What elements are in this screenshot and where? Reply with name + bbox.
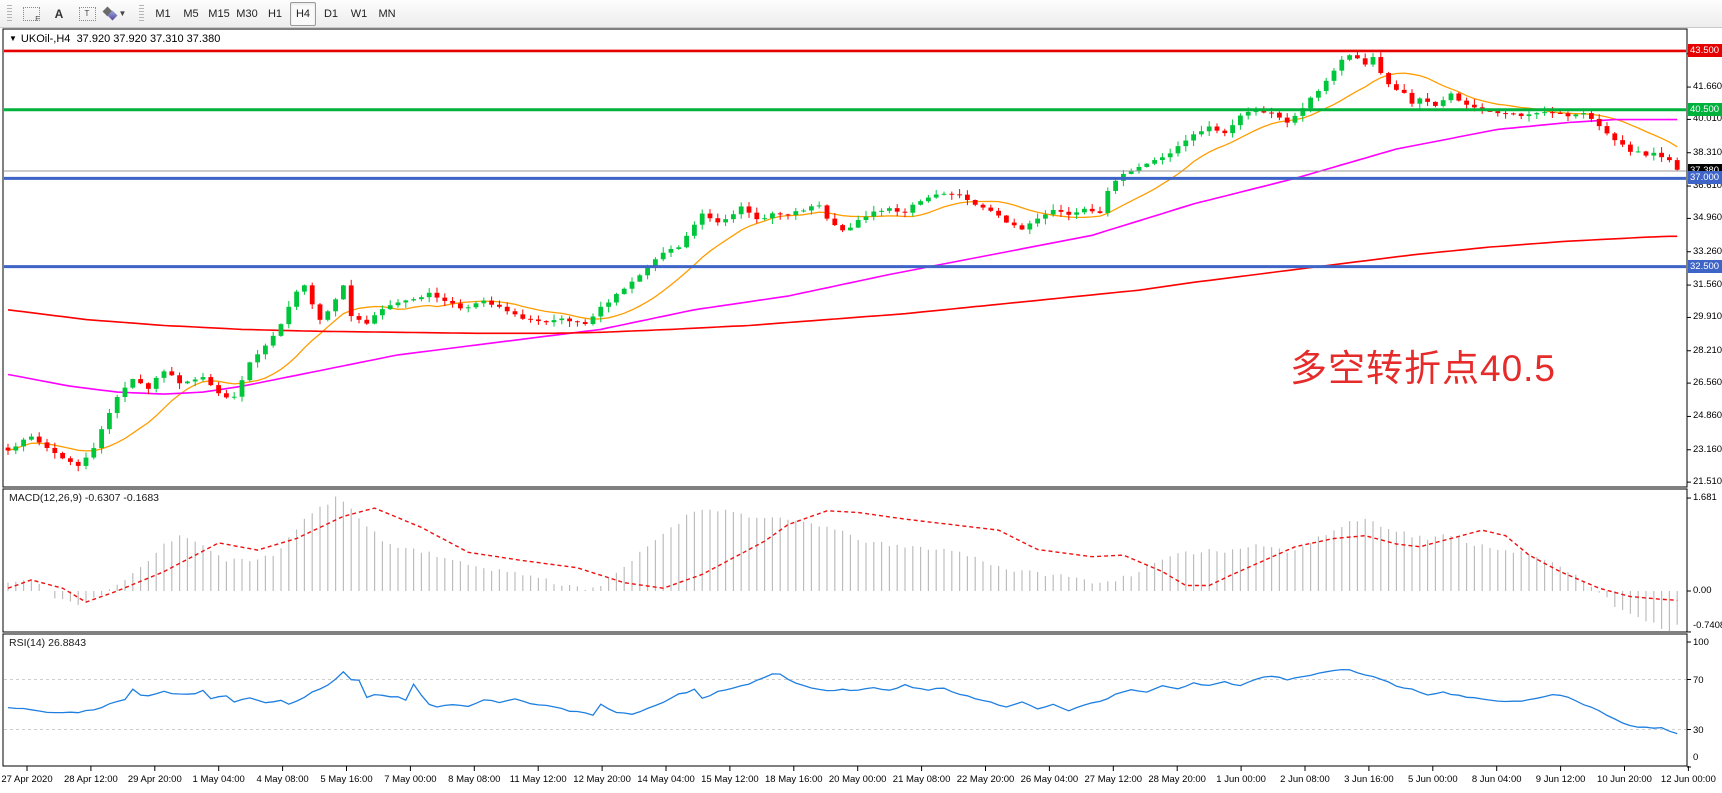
- timeframe-h1-button[interactable]: H1: [267, 7, 283, 20]
- font-icon-glyph: A: [54, 6, 64, 21]
- rsi-label: RSI(14): [9, 637, 46, 649]
- time-axis-label: 1 Jun 00:00: [1216, 774, 1266, 785]
- time-axis-label: 8 May 08:00: [448, 774, 501, 785]
- time-axis-label: 12 Jun 00:00: [1660, 774, 1716, 785]
- time-axis-label: 3 Jun 16:00: [1344, 774, 1394, 785]
- price-tick-label: 34.960: [1693, 212, 1722, 224]
- chart-toolbar: F A T ▼ M1 M5 M15 M30 H1 H4 D1 W1 MN: [0, 0, 1722, 28]
- macd-pane[interactable]: [2, 488, 1688, 633]
- timeframe-m15-button[interactable]: M15: [208, 7, 230, 20]
- time-axis-label: 4 May 08:00: [256, 774, 309, 785]
- rsi-tick-label: 70: [1693, 674, 1704, 686]
- price-tick-label: 36.610: [1693, 180, 1722, 192]
- macd-tick-label: -0.7408: [1693, 620, 1722, 631]
- time-axis-label: 27 May 12:00: [1084, 774, 1143, 785]
- price-tick-label: 41.660: [1693, 81, 1722, 93]
- main-chart-layer[interactable]: [5, 50, 1680, 472]
- toolbar-drag-handle[interactable]: [7, 4, 12, 23]
- dropdown-caret-icon[interactable]: ▼: [118, 9, 127, 18]
- main-pane[interactable]: [2, 28, 1688, 488]
- time-axis-label: 21 May 08:00: [892, 774, 951, 785]
- text-label-icon-glyph: T: [78, 6, 96, 21]
- cursor-style-icon[interactable]: ▼: [102, 2, 128, 26]
- rsi-tick-label: 100: [1693, 637, 1709, 648]
- time-axis-label: 7 May 00:00: [384, 774, 437, 785]
- time-axis-label: 14 May 04:00: [637, 774, 695, 785]
- macd-tick-label: 1.681: [1693, 492, 1717, 504]
- time-axis-label: 27 Apr 2020: [1, 774, 53, 785]
- time-axis-label: 12 May 20:00: [573, 774, 631, 785]
- symbol-name: UKOil-,H4: [20, 33, 71, 45]
- price-tick-label: 23.160: [1693, 443, 1722, 455]
- time-axis-label: 5 Jun 00:00: [1407, 774, 1458, 785]
- time-axis-label: 1 May 04:00: [192, 774, 245, 785]
- rsi-pane[interactable]: [2, 633, 1688, 767]
- rsi-layer[interactable]: [4, 668, 1686, 735]
- macd-label: MACD(12,26,9): [9, 492, 82, 504]
- price-badge-40.500: 40.500: [1688, 102, 1722, 116]
- chart-grid-icon-glyph: F: [22, 6, 40, 23]
- time-axis-label: 22 May 20:00: [956, 774, 1015, 785]
- rsi-tick-label: 30: [1693, 724, 1704, 736]
- time-axis-label: 20 May 00:00: [828, 774, 887, 785]
- price-tick-label: 28.210: [1693, 344, 1722, 356]
- macd-layer[interactable]: [7, 496, 1678, 632]
- chart-grid-icon[interactable]: F: [18, 2, 44, 26]
- macd-header: MACD(12,26,9) -0.6307 -0.1683: [9, 492, 159, 504]
- symbol-header: ▼ UKOil-,H4 37.920 37.920 37.310 37.380: [9, 33, 220, 45]
- symbol-ohlc-values: 37.920 37.920 37.310 37.380: [76, 33, 221, 45]
- price-tick-label: 31.560: [1693, 279, 1722, 291]
- timeframe-d1-button[interactable]: D1: [323, 7, 339, 20]
- macd-tick-label: 0.00: [1693, 585, 1712, 596]
- time-axis-label: 8 Jun 04:00: [1471, 774, 1522, 785]
- time-axis-label: 28 May 20:00: [1148, 774, 1206, 785]
- price-badge-32.500: 32.500: [1688, 259, 1722, 273]
- font-icon[interactable]: A: [46, 2, 72, 26]
- price-tick-label: 24.860: [1693, 410, 1722, 422]
- time-axis-label: 28 Apr 12:00: [63, 774, 118, 785]
- price-tick-label: 38.310: [1693, 146, 1722, 158]
- timeframe-m1-button[interactable]: M1: [155, 7, 171, 20]
- rsi-header: RSI(14) 26.8843: [9, 637, 86, 649]
- price-badge-37.000: 37.000: [1688, 171, 1722, 185]
- rsi-value: 26.8843: [48, 637, 87, 649]
- price-tick-label: 40.010: [1693, 113, 1722, 125]
- chart-annotation-text[interactable]: 多空转折点40.5: [1290, 348, 1557, 389]
- price-tick-label: 33.260: [1693, 245, 1722, 257]
- timeframe-h4-button[interactable]: H4: [290, 1, 316, 26]
- time-axis-label: 5 May 16:00: [320, 774, 373, 785]
- price-tick-label: 21.510: [1693, 476, 1722, 488]
- timeframe-mn-button[interactable]: MN: [378, 7, 396, 20]
- price-tick-label: 29.910: [1693, 311, 1722, 323]
- time-axis-label: 10 Jun 20:00: [1597, 774, 1652, 785]
- text-label-icon[interactable]: T: [74, 2, 100, 26]
- time-axis-label: 18 May 16:00: [765, 774, 823, 785]
- rsi-tick-label: 0: [1693, 752, 1699, 763]
- candles[interactable]: [5, 50, 1680, 472]
- time-axis-label: 15 May 12:00: [701, 774, 759, 785]
- toolbar-group-separator: [139, 4, 144, 23]
- price-badge-43.500: 43.500: [1688, 43, 1722, 57]
- time-axis-label: 2 Jun 08:00: [1280, 774, 1330, 785]
- symbol-dropdown-icon[interactable]: ▼: [9, 34, 17, 43]
- time-axis-label: 11 May 12:00: [509, 774, 567, 785]
- price-tick-label: 26.560: [1693, 377, 1722, 389]
- time-axis-label: 29 Apr 20:00: [127, 774, 182, 785]
- timeframe-m30-button[interactable]: M30: [236, 7, 258, 20]
- macd-values: -0.6307 -0.1683: [84, 492, 160, 504]
- timeframe-w1-button[interactable]: W1: [350, 7, 368, 20]
- timeframe-m5-button[interactable]: M5: [183, 7, 199, 20]
- time-axis-label: 26 May 04:00: [1020, 774, 1079, 785]
- time-axis-label: 9 Jun 12:00: [1535, 774, 1586, 785]
